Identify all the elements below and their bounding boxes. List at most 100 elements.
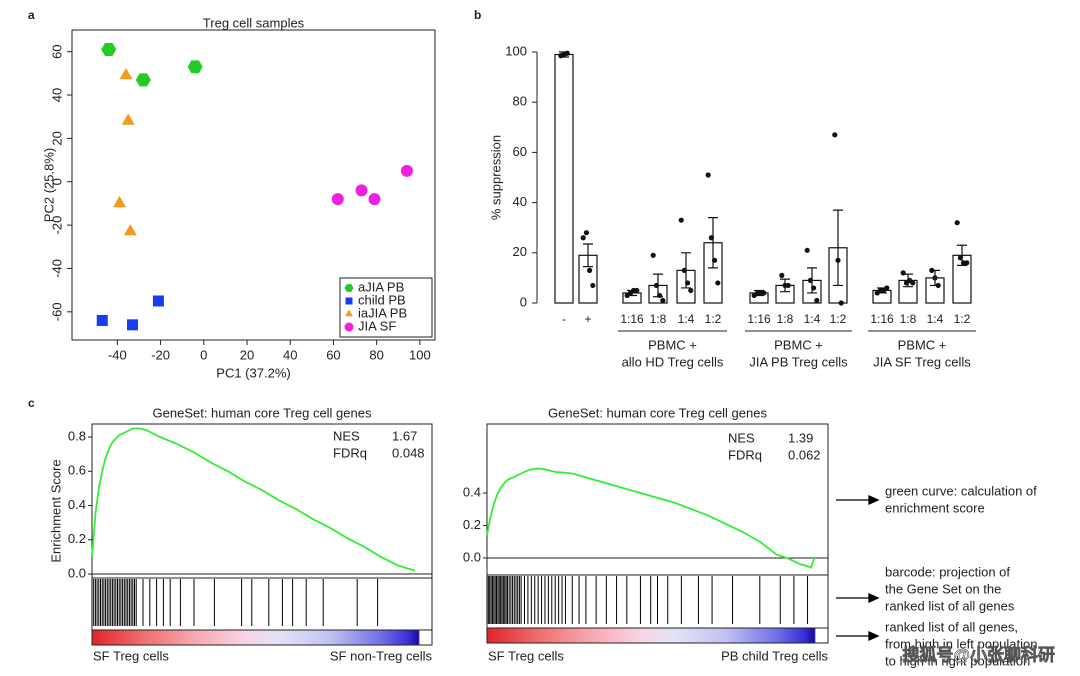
x-tick-label: -40 <box>108 347 127 362</box>
x-axis-label: PC1 (37.2%) <box>216 365 290 380</box>
y-tick-label: 20 <box>49 131 64 145</box>
y-tick-label: 40 <box>513 194 527 209</box>
data-point <box>929 267 935 273</box>
point <box>127 319 138 331</box>
data-point <box>590 282 596 289</box>
point <box>119 68 133 80</box>
y-tick-label: 60 <box>49 44 64 58</box>
point <box>331 193 344 206</box>
data-point <box>954 220 960 226</box>
point <box>113 195 126 208</box>
stat-name: FDRq <box>728 447 762 462</box>
y-axis-label: PC2 (25.8%) <box>41 148 56 222</box>
legend-marker <box>345 297 353 305</box>
plot-frame <box>71 29 436 341</box>
stat-value: 1.67 <box>392 428 417 443</box>
bar <box>554 53 574 304</box>
y-tick-label: -40 <box>49 259 64 278</box>
data-point <box>935 282 941 289</box>
point <box>152 295 164 307</box>
y-tick-label: 0.0 <box>68 565 86 580</box>
x-tick-label: 1:16 <box>870 312 894 326</box>
x-tick-label: -20 <box>151 347 170 362</box>
data-point <box>804 247 810 253</box>
stat-value: 1.39 <box>788 430 813 445</box>
chart-title: Treg cell samples <box>203 15 305 30</box>
y-tick-label: 0.2 <box>68 531 86 546</box>
x-tick-label: 80 <box>369 347 383 362</box>
x-tick-label: 40 <box>283 347 297 362</box>
y-tick-label: 0.2 <box>463 517 481 532</box>
legend-label: child PB <box>358 292 406 307</box>
y-tick-label: 60 <box>513 144 527 159</box>
y-axis-label: % suppression <box>488 135 503 220</box>
data-point <box>712 257 718 263</box>
data-point <box>832 132 838 138</box>
legend-label: iaJIA PB <box>358 305 407 320</box>
annotation: barcode: projection of <box>885 564 1010 579</box>
data-point <box>814 297 820 304</box>
legend-marker <box>345 309 353 317</box>
group-label: JIA SF Treg cells <box>873 354 971 369</box>
legend-marker <box>344 284 354 292</box>
point <box>400 164 413 177</box>
x-tick-label: - <box>562 312 566 326</box>
group-label: PBMC + <box>774 337 823 352</box>
data-point <box>634 287 640 294</box>
x-tick-label: 1:2 <box>705 312 722 326</box>
rank-heatbar <box>91 629 433 646</box>
arrows <box>836 494 880 642</box>
enrichment-curve <box>91 427 416 572</box>
x-tick-label: 1:8 <box>900 312 917 326</box>
data-point <box>807 277 814 284</box>
x-tick-label: 1:2 <box>954 312 971 326</box>
y-tick-label: 40 <box>49 88 64 102</box>
x-tick-label: + <box>584 312 591 326</box>
annotation: green curve: calculation of <box>885 483 1037 498</box>
data-point <box>705 172 711 178</box>
data-point <box>835 257 841 263</box>
point <box>135 73 151 87</box>
data-point <box>964 260 970 266</box>
x-tick-label: 1:4 <box>927 312 944 326</box>
data-point <box>681 267 688 273</box>
stat-value: 0.048 <box>392 445 425 460</box>
point <box>101 43 117 56</box>
x-tick-label: 20 <box>240 347 254 362</box>
data-point <box>838 300 844 306</box>
stat-name: NES <box>333 428 360 443</box>
data-point <box>688 287 694 294</box>
data-point <box>685 280 691 286</box>
x-end-label: SF Treg cells <box>93 648 169 663</box>
x-tick-label: 60 <box>326 347 340 362</box>
data-point <box>583 230 590 236</box>
legend-marker <box>344 322 354 332</box>
x-tick-label: 0 <box>200 347 207 362</box>
x-end-label: SF Treg cells <box>488 648 564 663</box>
data-point <box>660 297 666 304</box>
data-point <box>761 290 767 296</box>
data-point <box>580 235 586 241</box>
point <box>368 193 381 206</box>
annotation: ranked list of all genes <box>885 598 1015 613</box>
chart-title: GeneSet: human core Treg cell genes <box>153 405 372 420</box>
chart-title: GeneSet: human core Treg cell genes <box>548 405 767 420</box>
y-tick-label: 0.4 <box>463 484 481 499</box>
group-label: allo HD Treg cells <box>622 354 724 369</box>
legend-box <box>339 277 433 338</box>
x-tick-label: 1:8 <box>650 312 667 326</box>
y-tick-label: 0.4 <box>68 497 86 512</box>
y-tick-label: 100 <box>505 43 527 58</box>
data-point <box>678 217 684 223</box>
data-point <box>650 252 656 258</box>
data-point <box>708 235 715 241</box>
x-tick-label: 100 <box>409 347 431 362</box>
data-point <box>564 50 570 56</box>
annotation: enrichment score <box>885 500 985 515</box>
enrichment-curve <box>486 467 816 569</box>
point <box>187 60 203 74</box>
annotation: ranked list of all genes, <box>885 619 1018 634</box>
data-point <box>811 285 817 291</box>
data-point <box>715 280 721 286</box>
y-tick-label: 20 <box>513 244 527 259</box>
